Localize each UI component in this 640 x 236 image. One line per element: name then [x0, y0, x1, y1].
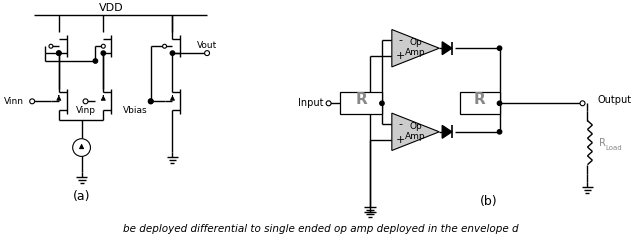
Text: Vbias: Vbias — [123, 106, 148, 115]
Text: R: R — [474, 92, 486, 107]
Polygon shape — [442, 125, 452, 138]
Circle shape — [57, 51, 61, 55]
Text: Amp: Amp — [405, 48, 426, 57]
Circle shape — [101, 51, 106, 55]
Polygon shape — [392, 30, 439, 67]
Circle shape — [148, 99, 153, 104]
Circle shape — [380, 101, 384, 105]
Text: Vinn: Vinn — [4, 97, 24, 106]
Circle shape — [326, 101, 331, 106]
Circle shape — [205, 51, 209, 56]
Text: -: - — [399, 119, 403, 129]
Circle shape — [49, 44, 53, 48]
Text: R: R — [355, 92, 367, 107]
Text: Load: Load — [605, 145, 622, 151]
Text: Input: Input — [298, 98, 324, 108]
Text: Vinp: Vinp — [76, 106, 95, 115]
Text: Output: Output — [597, 95, 632, 105]
Text: -: - — [399, 35, 403, 45]
Polygon shape — [392, 113, 439, 151]
Circle shape — [163, 44, 166, 48]
Text: R: R — [599, 138, 606, 148]
Circle shape — [497, 46, 502, 50]
Text: Vout: Vout — [197, 41, 217, 50]
Circle shape — [580, 101, 585, 106]
Circle shape — [83, 99, 88, 104]
Polygon shape — [442, 42, 452, 55]
Circle shape — [497, 130, 502, 134]
Circle shape — [148, 99, 153, 104]
Text: +: + — [396, 135, 405, 145]
FancyBboxPatch shape — [460, 93, 500, 114]
Text: (a): (a) — [73, 190, 90, 203]
Circle shape — [57, 51, 61, 55]
FancyBboxPatch shape — [340, 93, 382, 114]
Text: +: + — [396, 51, 405, 61]
Text: (b): (b) — [480, 195, 497, 208]
Text: VDD: VDD — [99, 3, 124, 13]
Text: Op: Op — [409, 38, 422, 47]
Circle shape — [170, 51, 175, 55]
Circle shape — [73, 139, 90, 156]
Text: Op: Op — [409, 122, 422, 131]
Text: Amp: Amp — [405, 132, 426, 141]
Circle shape — [93, 59, 97, 63]
Text: be deployed differential to single ended op amp deployed in the envelope d: be deployed differential to single ended… — [123, 224, 518, 234]
Circle shape — [497, 101, 502, 105]
Circle shape — [29, 99, 35, 104]
Circle shape — [101, 44, 106, 48]
